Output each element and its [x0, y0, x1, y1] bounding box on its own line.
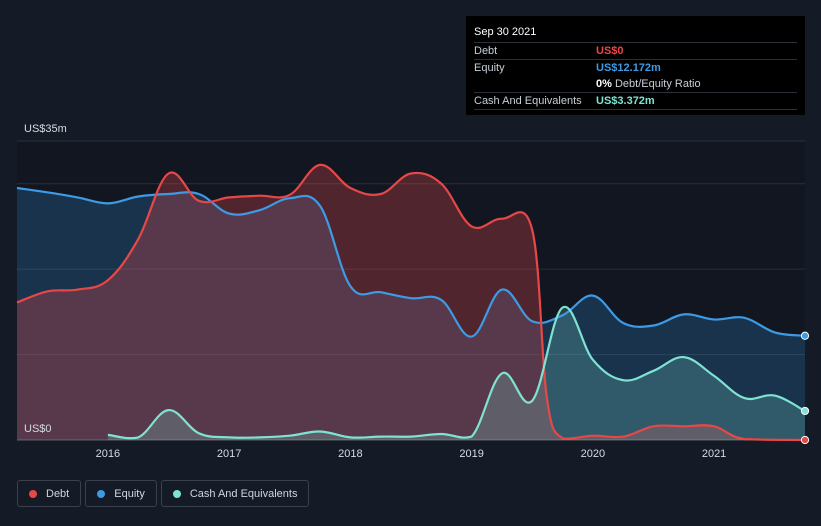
- tooltip-debt-label: Debt: [474, 45, 498, 57]
- equity-line: [16, 186, 806, 338]
- x-tick-label: 2017: [217, 448, 241, 460]
- x-tick-label: 2016: [96, 448, 120, 460]
- tooltip-row-equity: Equity US$12.172m: [474, 60, 797, 76]
- tooltip-ratio-spacer: [474, 76, 596, 92]
- equity-end-point[interactable]: [800, 331, 810, 340]
- chart-legend: Debt Equity Cash And Equivalents: [17, 480, 313, 507]
- tooltip-date: Sep 30 2021: [474, 24, 797, 43]
- legend-item-equity[interactable]: Equity: [85, 480, 157, 507]
- debt-dot-icon: [29, 489, 37, 498]
- series-end-markers: [800, 331, 810, 445]
- x-tick-label: 2019: [459, 448, 483, 460]
- data-tooltip: Sep 30 2021 Debt US$0 Equity US$12.172m …: [466, 16, 805, 115]
- tooltip-ratio-value: 0%: [596, 78, 612, 90]
- y-axis-bottom-label: US$0: [24, 423, 52, 435]
- equity-dot-icon: [97, 489, 106, 498]
- series-lines: [16, 163, 806, 442]
- x-axis-ticks: 2016 2017 2018 2019 2020 2021: [96, 448, 727, 460]
- tooltip-equity-value: US$12.172m: [596, 62, 661, 74]
- x-tick-label: 2021: [702, 448, 726, 460]
- cash-dot-icon: [172, 489, 181, 498]
- legend-label-equity: Equity: [114, 487, 145, 500]
- legend-item-cash[interactable]: Cash And Equivalents: [160, 480, 310, 507]
- series-areas: [17, 164, 805, 440]
- x-tick-label: 2020: [581, 448, 605, 460]
- x-tick-label: 2018: [338, 448, 362, 460]
- cash-and-equivalents-end-point[interactable]: [800, 406, 810, 416]
- tooltip-equity-label: Equity: [474, 62, 505, 74]
- tooltip-cash-label: Cash And Equivalents: [474, 95, 582, 107]
- legend-label-debt: Debt: [46, 487, 70, 500]
- tooltip-row-cash: Cash And Equivalents US$3.372m: [474, 93, 797, 110]
- cash-and-equivalents-area: [107, 306, 805, 440]
- tooltip-ratio-label: Debt/Equity Ratio: [612, 76, 701, 92]
- grid-lines: [17, 140, 805, 441]
- equity-area: [17, 188, 805, 440]
- cash-and-equivalents-line: [107, 305, 806, 440]
- tooltip-debt-value: US$0: [596, 45, 624, 57]
- tooltip-cash-value: US$3.372m: [596, 95, 655, 107]
- debt-area: [17, 164, 805, 440]
- tooltip-row-debt: Debt US$0: [474, 43, 797, 60]
- debt-line: [16, 163, 806, 442]
- y-axis-top-label: US$35m: [24, 123, 67, 135]
- legend-label-cash: Cash And Equivalents: [189, 487, 298, 500]
- debt-end-point[interactable]: [800, 435, 810, 445]
- plot-area: [17, 141, 805, 440]
- legend-item-debt[interactable]: Debt: [17, 480, 82, 507]
- tooltip-row-ratio: 0% Debt/Equity Ratio: [474, 76, 797, 93]
- tooltip-ratio-text: Debt/Equity Ratio: [614, 78, 701, 90]
